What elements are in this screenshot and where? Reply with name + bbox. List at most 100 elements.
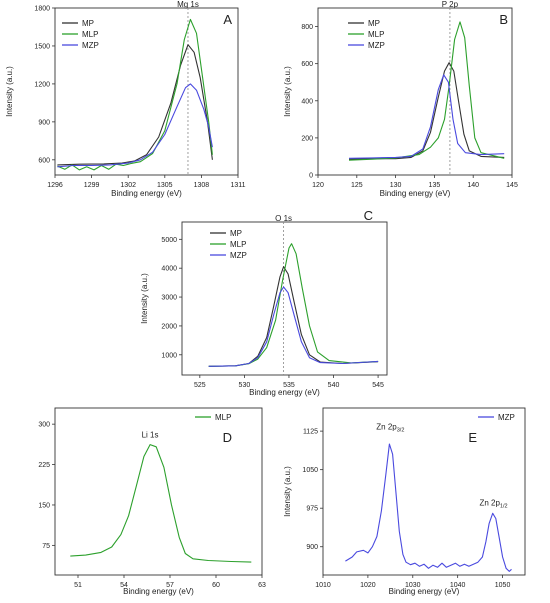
y-tick-label: 1500 [34, 43, 50, 50]
series-line-mlp [208, 243, 379, 367]
y-axis-label: Intensity (a.u.) [283, 66, 292, 117]
plot-frame [322, 407, 526, 576]
panel-label: D [223, 430, 232, 445]
x-tick-label: 125 [351, 182, 363, 189]
x-tick-label: 545 [372, 382, 384, 389]
y-tick-label: 75 [42, 543, 50, 550]
y-axis-label: Intensity (a.u.) [140, 273, 149, 324]
peak-label: Li 1s [142, 431, 159, 440]
legend-label: MLP [215, 413, 231, 422]
peak-label: Zn 2p1/2 [480, 499, 508, 510]
x-tick-label: 540 [328, 382, 340, 389]
x-tick-label: 1050 [495, 582, 511, 589]
legend-label: MZP [230, 251, 247, 260]
x-tick-label: 1030 [405, 582, 421, 589]
x-tick-label: 57 [166, 582, 174, 589]
x-tick-label: 1308 [194, 182, 210, 189]
legend: MZP [478, 413, 515, 422]
x-tick-label: 1010 [315, 582, 331, 589]
legend-label: MP [82, 19, 94, 28]
panel-c: 525 530 535 540 545 1000 2000 3000 4000 5000 Bindi… [140, 208, 388, 397]
legend: MLP [195, 413, 231, 422]
x-tick-label: 1299 [84, 182, 100, 189]
y-tick-label: 900 [38, 119, 50, 126]
x-axis-label: Binding energy (eV) [389, 587, 460, 596]
panel-label: C [364, 208, 373, 223]
y-tick-label: 1800 [34, 6, 50, 13]
panel-b: 120 125 130 135 140 145 0 200 400 600 800 Binding e… [283, 0, 518, 198]
panel-d: 51 54 57 60 63 75 150 225 300 Binding energy (eV)… [38, 407, 266, 596]
y-tick-label: 1000 [161, 352, 177, 359]
legend: MP MLP MZP [210, 229, 247, 260]
x-tick-label: 54 [120, 582, 128, 589]
y-tick-label: 150 [38, 502, 50, 509]
x-tick-label: 63 [258, 582, 266, 589]
y-tick-label: 1125 [303, 429, 318, 436]
x-tick-label: 60 [212, 582, 220, 589]
series-line-mzp [57, 83, 213, 168]
legend-label: MLP [82, 30, 98, 39]
x-axis-label: Binding energy (eV) [123, 587, 194, 596]
x-tick-label: 1296 [47, 182, 63, 189]
x-tick-label: 120 [312, 182, 324, 189]
panel-a: 1296 1299 1302 1305 1308 1311 600 900 1200 1500 18… [5, 0, 246, 198]
y-tick-label: 4000 [161, 266, 177, 273]
series-line-mlp [70, 444, 252, 563]
y-tick-label: 1200 [34, 81, 50, 88]
y-tick-label: 2000 [161, 323, 177, 330]
y-tick-label: 0 [309, 173, 313, 180]
legend: MP MLP MZP [62, 19, 99, 50]
y-tick-label: 600 [38, 157, 50, 164]
x-tick-label: 135 [429, 182, 441, 189]
x-axis-label: Binding energy (eV) [380, 189, 451, 198]
x-tick-label: 1020 [360, 582, 376, 589]
y-axis-label: Intensity (a.u.) [283, 466, 292, 517]
series-line-mp [348, 62, 505, 160]
y-tick-label: 300 [38, 422, 50, 429]
y-tick-label: 5000 [161, 237, 177, 244]
y-axis-label: Intensity (a.u.) [5, 66, 14, 117]
reference-line-label: P 2p [442, 0, 459, 9]
x-tick-label: 145 [506, 182, 518, 189]
y-tick-label: 400 [301, 98, 313, 105]
x-axis-label: Binding energy (eV) [111, 189, 182, 198]
legend-label: MZP [368, 41, 385, 50]
x-tick-label: 130 [390, 182, 402, 189]
x-axis-label: Binding energy (eV) [249, 388, 320, 397]
x-tick-label: 51 [74, 582, 82, 589]
x-tick-label: 1040 [450, 582, 466, 589]
y-tick-label: 1050 [302, 467, 318, 474]
x-tick-label: 140 [467, 182, 479, 189]
y-tick-label: 900 [306, 544, 318, 551]
series-line-mlp [57, 18, 213, 171]
x-tick-label: 530 [239, 382, 251, 389]
x-tick-label: 1311 [230, 182, 245, 189]
legend-label: MP [368, 19, 380, 28]
x-tick-label: 525 [194, 382, 206, 389]
plot-frame [54, 407, 263, 576]
series-line-mzp [345, 443, 512, 572]
x-tick-label: 1302 [120, 182, 136, 189]
y-tick-label: 975 [306, 506, 318, 513]
y-tick-label: 200 [301, 135, 313, 142]
plot-frame [54, 7, 239, 176]
plot-frame [317, 7, 513, 176]
y-tick-label: 3000 [161, 295, 177, 302]
series-line-mp [57, 44, 213, 166]
panel-label: B [499, 12, 508, 27]
legend-label: MP [230, 229, 242, 238]
panel-label: A [223, 12, 232, 27]
y-tick-label: 225 [38, 462, 50, 469]
reference-line-label: Mg 1s [177, 0, 199, 9]
series-line-mzp [208, 286, 379, 367]
x-tick-label: 1305 [157, 182, 173, 189]
legend-label: MLP [368, 30, 384, 39]
peak-label: Zn 2p3/2 [376, 423, 404, 434]
legend-label: MZP [82, 41, 99, 50]
series-line-mzp [348, 74, 505, 159]
legend-label: MZP [498, 413, 515, 422]
legend: MP MLP MZP [348, 19, 385, 50]
y-tick-label: 600 [301, 61, 313, 68]
x-tick-label: 535 [283, 382, 295, 389]
